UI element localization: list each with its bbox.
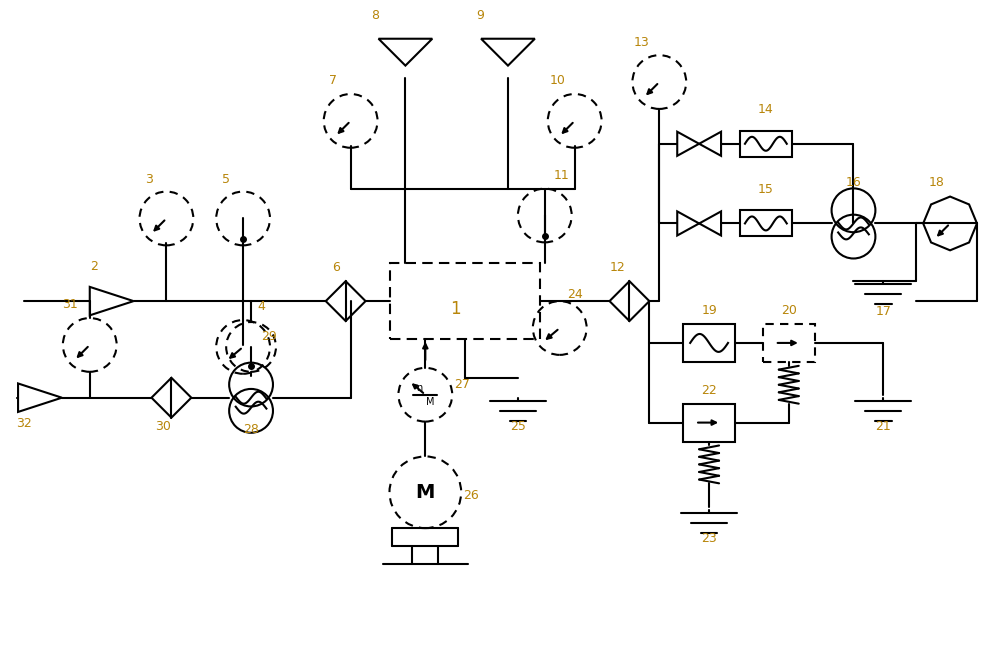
Text: 30: 30: [156, 419, 171, 432]
Text: 18: 18: [928, 176, 944, 189]
Text: 6: 6: [332, 261, 340, 274]
Text: 22: 22: [701, 384, 717, 397]
Text: 7: 7: [329, 74, 337, 87]
Text: 27: 27: [454, 377, 470, 390]
Text: 8: 8: [372, 9, 380, 22]
Text: 29: 29: [261, 330, 277, 343]
Text: 13: 13: [634, 36, 649, 49]
Text: n: n: [416, 383, 422, 392]
Bar: [740, 131, 792, 157]
Text: M: M: [416, 483, 435, 502]
Text: 26: 26: [463, 489, 479, 502]
Bar: [390, 263, 540, 339]
Bar: [740, 210, 792, 236]
Text: 11: 11: [554, 168, 570, 182]
Text: M: M: [426, 396, 435, 407]
Text: 17: 17: [875, 305, 891, 318]
Text: 23: 23: [701, 532, 717, 545]
Text: 9: 9: [476, 9, 484, 22]
Text: 14: 14: [758, 103, 774, 116]
Text: 10: 10: [550, 74, 566, 87]
Text: 24: 24: [567, 288, 583, 301]
Bar: [763, 324, 815, 362]
Text: 5: 5: [222, 172, 230, 185]
Text: 28: 28: [243, 422, 259, 436]
Text: 20: 20: [781, 304, 797, 317]
Text: 15: 15: [758, 183, 774, 195]
Text: 19: 19: [701, 304, 717, 317]
Text: 31: 31: [62, 298, 78, 311]
Text: 4: 4: [257, 300, 265, 313]
Text: 12: 12: [610, 261, 625, 274]
Text: 32: 32: [16, 417, 32, 430]
Text: 1: 1: [450, 300, 461, 318]
Text: 2: 2: [90, 261, 98, 273]
Bar: [683, 404, 735, 441]
Text: 16: 16: [846, 176, 861, 189]
Text: 3: 3: [146, 172, 153, 185]
Text: 25: 25: [510, 419, 526, 432]
Text: 21: 21: [875, 419, 891, 432]
Bar: [683, 324, 735, 362]
